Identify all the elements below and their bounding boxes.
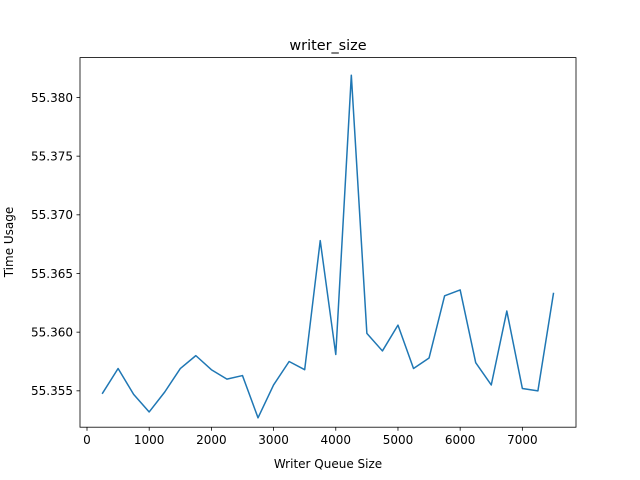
- chart-title: writer_size: [289, 38, 366, 54]
- y-tick-label: 55.365: [31, 267, 73, 281]
- y-axis-label: Time Usage: [2, 207, 16, 279]
- y-tick-label: 55.360: [31, 325, 73, 339]
- y-axis: 55.355 55.360 55.365 55.370 55.375 55.380: [31, 91, 80, 398]
- x-tick-label: 2000: [196, 433, 227, 447]
- y-tick-label: 55.380: [31, 91, 73, 105]
- x-axis: 0 1000 2000 3000 4000 5000 6000 7000: [83, 427, 538, 447]
- plot-area: [101, 74, 555, 419]
- x-tick-label: 3000: [258, 433, 289, 447]
- x-axis-label: Writer Queue Size: [274, 457, 382, 471]
- y-tick-label: 55.370: [31, 208, 73, 222]
- y-tick-label: 55.355: [31, 384, 73, 398]
- x-tick-label: 4000: [321, 433, 352, 447]
- x-tick-label: 0: [83, 433, 91, 447]
- series-line: [101, 74, 555, 419]
- axes-frame: [79, 57, 577, 428]
- x-tick-label: 7000: [507, 433, 538, 447]
- x-tick-label: 1000: [134, 433, 165, 447]
- y-tick-label: 55.375: [31, 149, 73, 163]
- x-tick-label: 5000: [383, 433, 414, 447]
- x-tick-label: 6000: [445, 433, 476, 447]
